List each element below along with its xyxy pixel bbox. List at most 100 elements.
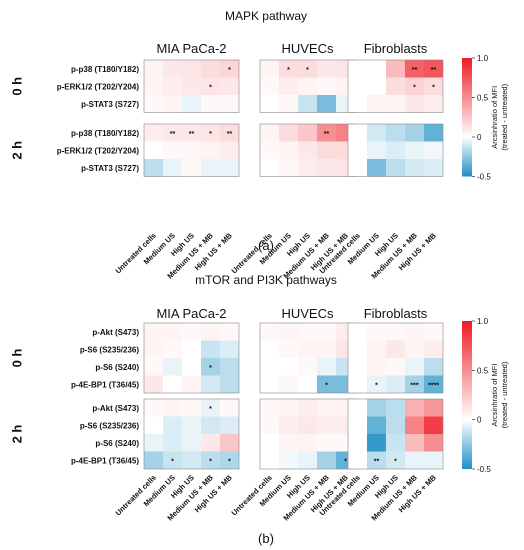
- heatmap-block-border: [143, 322, 240, 394]
- colorbar-tick-label: 0: [477, 133, 482, 142]
- heatmap-cell: [405, 375, 424, 393]
- heatmap-cell: [367, 323, 386, 341]
- colorbar-tick-label: 0.5: [477, 94, 489, 103]
- row-label: p-S6 (S240): [95, 439, 139, 448]
- heatmap-cell: [424, 434, 443, 452]
- heatmap-cell: [405, 434, 424, 452]
- heatmap-cell: [201, 451, 220, 469]
- heatmap-cell: [348, 375, 367, 393]
- heatmap-cell: [220, 323, 239, 341]
- heatmap-cell: [220, 60, 239, 78]
- heatmap-cell: [163, 434, 182, 452]
- heatmap-cell: [260, 416, 279, 434]
- heatmap-cell: [144, 323, 163, 341]
- heatmap-cell: [424, 60, 443, 78]
- heatmap-cell: [348, 340, 367, 358]
- colorbar: [462, 58, 472, 177]
- significance-marker: *: [209, 131, 212, 138]
- row-label: p-STAT3 (S727): [81, 100, 139, 109]
- heatmap-cell: [260, 451, 279, 469]
- heatmap-cell: [163, 399, 182, 417]
- heatmap-cell: [367, 399, 386, 417]
- heatmap-cell: [348, 159, 367, 177]
- row-label: p-STAT3 (S727): [81, 164, 139, 173]
- heatmap-cell: [405, 451, 424, 469]
- significance-marker: **: [374, 458, 380, 465]
- heatmap-cell: [298, 323, 317, 341]
- heatmap-cell: [367, 95, 386, 113]
- significance-marker: *: [209, 84, 212, 91]
- heatmap-cell: [201, 399, 220, 417]
- significance-marker: *: [228, 67, 231, 74]
- heatmap-cell: [424, 159, 443, 177]
- heatmap-cell: [405, 77, 424, 95]
- heatmap-cell: [386, 451, 405, 469]
- heatmap-block-border: [143, 398, 240, 470]
- significance-marker: **: [170, 131, 176, 138]
- heatmap-cell: [220, 375, 239, 393]
- significance-marker: *: [171, 458, 174, 465]
- heatmap-cell: [405, 358, 424, 376]
- heatmap-cell: [298, 77, 317, 95]
- significance-marker: *: [375, 382, 378, 389]
- heatmap-cell: [424, 358, 443, 376]
- heatmap-cell: [163, 358, 182, 376]
- significance-marker: *: [228, 458, 231, 465]
- heatmap-block-border: [143, 123, 240, 177]
- heatmap-cell: [201, 95, 220, 113]
- heatmap-cell: [163, 451, 182, 469]
- heatmap-cell: [367, 60, 386, 78]
- heatmap-cell: [163, 323, 182, 341]
- colorbar-label: Arcsinhratio of MFI: [490, 86, 499, 149]
- row-label: p-ERK1/2 (T202/Y204): [57, 146, 140, 155]
- heatmap-cell: [298, 95, 317, 113]
- heatmap-cell: [260, 95, 279, 113]
- heatmap-cell: [367, 358, 386, 376]
- heatmap-cell: [144, 416, 163, 434]
- heatmap-cell: [220, 340, 239, 358]
- heatmap-cell: [386, 358, 405, 376]
- heatmap-cell: [317, 124, 336, 142]
- heatmap-cell: [279, 358, 298, 376]
- heatmap-cell: [260, 434, 279, 452]
- heatmap-cell: [279, 95, 298, 113]
- heatmap-cell: [163, 159, 182, 177]
- heatmap-cell: [144, 95, 163, 113]
- significance-marker: **: [189, 131, 195, 138]
- heatmap-cell: [405, 141, 424, 159]
- heatmap-cell: [386, 399, 405, 417]
- heatmap-cell: [144, 60, 163, 78]
- heatmap-cell: [298, 416, 317, 434]
- heatmap-cell: [144, 141, 163, 159]
- heatmap-cell: [367, 375, 386, 393]
- time-point-label: 0 h: [9, 349, 24, 368]
- colorbar-tick-label: 1.0: [477, 317, 489, 326]
- heatmap-cell: [405, 159, 424, 177]
- colorbar-tick-label: 1.0: [477, 54, 489, 63]
- row-label: p-p38 (T180/Y182): [71, 129, 139, 138]
- heatmap-cell: [317, 323, 336, 341]
- cell-group-label: MIA PaCa-2: [156, 306, 226, 321]
- heatmap-cell: [405, 340, 424, 358]
- cell-group-label: MIA PaCa-2: [156, 41, 226, 56]
- heatmap-cell: [298, 358, 317, 376]
- heatmap-cell: [348, 416, 367, 434]
- heatmap-cell: [386, 416, 405, 434]
- significance-marker: *: [432, 84, 435, 91]
- heatmap-cell: [144, 434, 163, 452]
- heatmap-cell: [220, 434, 239, 452]
- heatmap-cell: [220, 77, 239, 95]
- heatmap-cell: [260, 141, 279, 159]
- heatmap-cell: [279, 375, 298, 393]
- heatmap-cell: [317, 159, 336, 177]
- heatmap-cell: [386, 60, 405, 78]
- significance-marker: *: [209, 365, 212, 372]
- heatmap-cell: [201, 434, 220, 452]
- heatmap-cell: [220, 141, 239, 159]
- heatmap-block-border: [347, 123, 444, 177]
- significance-marker: *: [209, 406, 212, 413]
- heatmap-cell: [260, 60, 279, 78]
- cell-group-label: HUVECs: [281, 306, 334, 321]
- heatmap-cell: [182, 375, 201, 393]
- heatmap-cell: [367, 77, 386, 95]
